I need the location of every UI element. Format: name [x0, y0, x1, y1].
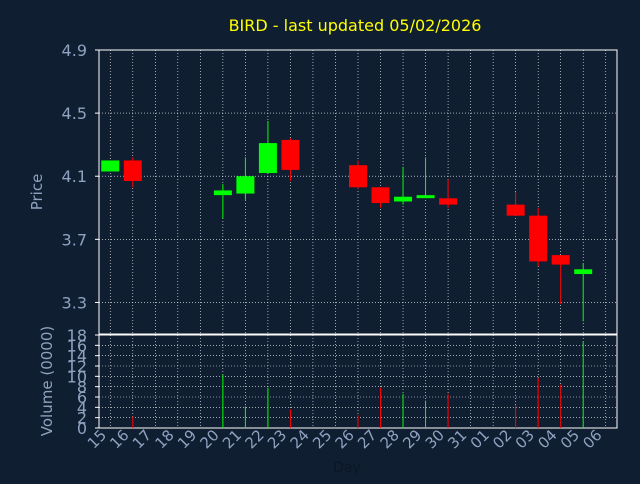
volume-axis-title: Volume (0000) [38, 326, 56, 436]
candle-body [371, 187, 390, 204]
candle-body [439, 198, 458, 205]
volume-y-tick-label: 8 [77, 378, 87, 397]
volume-y-tick-label: 4 [77, 398, 87, 417]
volume-y-tick-label: 2 [77, 409, 87, 428]
volume-frame [98, 334, 618, 429]
candle-body [101, 160, 120, 172]
price-y-tick-label: 4.1 [62, 167, 87, 186]
candle-body [551, 255, 570, 265]
candle-body [236, 176, 255, 194]
candle-body [416, 195, 435, 199]
x-tick-label: 06 [579, 426, 605, 452]
volume-y-tick-label: 16 [67, 336, 87, 355]
volume-y-tick-label: 0 [77, 419, 87, 438]
volume-y-tick-label: 6 [77, 388, 87, 407]
volume-y-tick-label: 14 [67, 347, 87, 366]
price-axis-title: Price [28, 174, 46, 211]
candle-body [213, 190, 232, 196]
candle-body [529, 215, 548, 262]
x-tick-labels: 1516171819202122232425262728293031010203… [84, 426, 606, 452]
x-axis-title: Day [333, 460, 361, 476]
candle-body [258, 143, 277, 174]
price-y-tick-label: 4.9 [62, 41, 87, 60]
price-y-tick-label: 4.5 [62, 104, 87, 123]
price-y-tick-label: 3.3 [62, 293, 87, 312]
volume-y-tick-label: 10 [67, 367, 87, 386]
price-panel: 3.3 3.7 4.1 4.5 4.9 [62, 41, 618, 335]
price-y-tick-label: 3.7 [62, 230, 87, 249]
candle-body [349, 165, 367, 188]
candle-body [394, 196, 413, 202]
candle-body [123, 160, 142, 181]
candle-body [281, 139, 300, 170]
candle-body [506, 204, 525, 216]
volume-y-tick-label: 18 [67, 326, 87, 345]
chart-title: BIRD - last updated 05/02/2026 [229, 16, 482, 35]
candle-body [574, 269, 593, 275]
volume-y-tick-label: 12 [67, 357, 87, 376]
